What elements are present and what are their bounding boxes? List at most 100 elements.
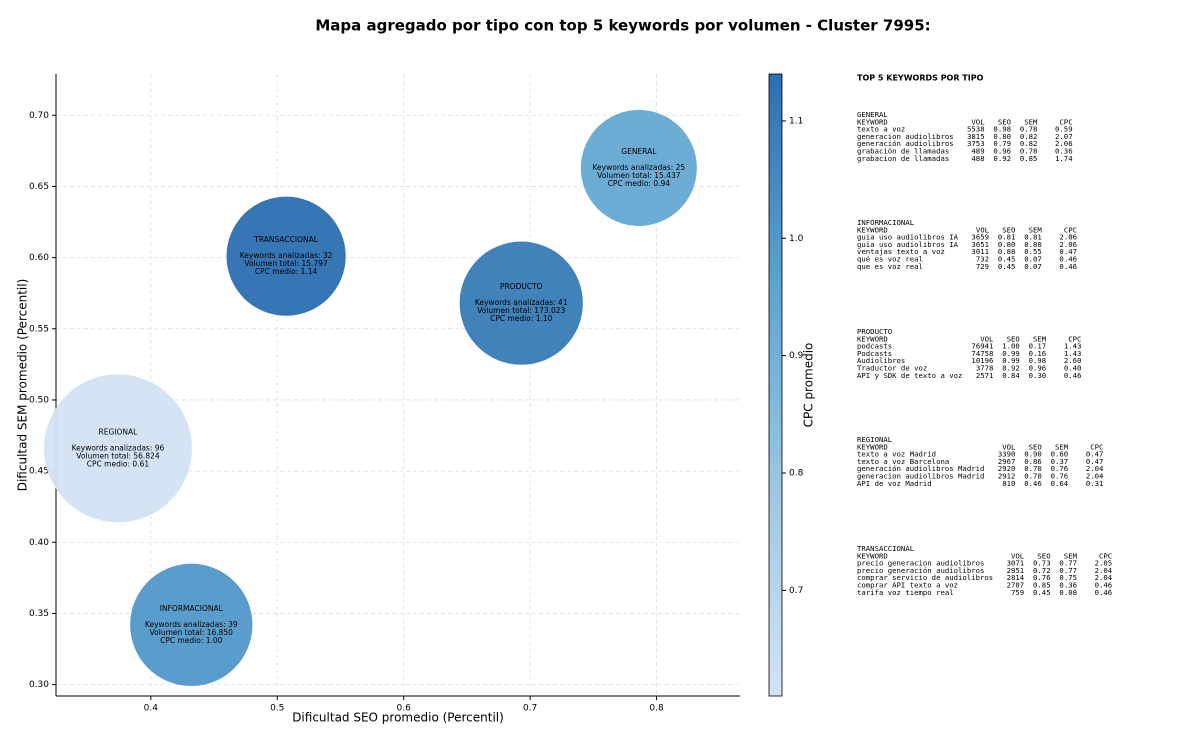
x-tick-label: 0.5: [270, 704, 284, 714]
table-cell: 0.07: [1024, 255, 1042, 264]
table-header: CPC: [1090, 442, 1103, 451]
table-header: CPC: [1099, 551, 1112, 560]
table-cell: 0.77: [1059, 559, 1077, 568]
table-cell: 0.85: [1033, 581, 1051, 590]
table-cell: 0.72: [1033, 566, 1051, 575]
table-cell: 0.47: [1086, 457, 1104, 466]
bubble-label: CPC medio: 1.14: [255, 267, 318, 276]
table-cell: texto a voz: [857, 125, 905, 134]
table-cell: tarifa voz tiempo real: [857, 588, 954, 597]
table-cell: 74758: [971, 349, 993, 358]
table-cell: 0.55: [1024, 247, 1042, 256]
table-cell: 0.82: [1020, 132, 1038, 141]
table-cell: 0.60: [1051, 450, 1069, 459]
table-header: VOL: [1002, 442, 1016, 451]
table-cell: 10196: [971, 356, 993, 365]
table-cell: 0.46: [1095, 581, 1113, 590]
table-cell: Traductor de voz: [857, 364, 927, 373]
table-cell: 76941: [971, 342, 993, 351]
table-cell: 0.99: [1002, 356, 1020, 365]
bubble-label: Keywords analizadas: 32: [240, 251, 333, 260]
table-cell: 0.80: [993, 132, 1011, 141]
table-cell: que es voz real: [857, 262, 923, 271]
table-cell: qué es voz real: [857, 255, 923, 264]
table-cell: 0.81: [998, 233, 1016, 242]
table-cell: 0.92: [1002, 364, 1020, 373]
table-header: SEM: [1024, 117, 1038, 126]
table-cell: 2.04: [1095, 566, 1113, 575]
table-cell: 2.05: [1095, 559, 1113, 568]
table-cell: 3815: [967, 132, 985, 141]
bubble-name: GENERAL: [621, 147, 657, 156]
table-header: SEO: [998, 117, 1011, 126]
group-name: PRODUCTO: [857, 327, 892, 336]
table-cell: 2.04: [1086, 464, 1104, 473]
group-name: REGIONAL: [857, 435, 893, 444]
table-header: VOL: [980, 334, 994, 343]
table-header: VOL: [976, 225, 990, 234]
table-cell: 3071: [1007, 559, 1025, 568]
y-tick-label: 0.30: [29, 680, 49, 690]
table-cell: 3753: [967, 139, 985, 148]
colorbar-tick-label: 0.9: [789, 351, 804, 361]
bubble-name: PRODUCTO: [500, 282, 543, 291]
bubble-label: Volumen total: 15.437: [597, 171, 681, 180]
table-cell: 0.98: [993, 125, 1011, 134]
x-tick-label: 0.8: [649, 704, 664, 714]
table-cell: 0.36: [1059, 581, 1077, 590]
bubble-label: Volumen total: 173.023: [477, 306, 565, 315]
y-axis-label: Dificultad SEM promedio (Percentil): [16, 279, 30, 492]
table-cell: 0.46: [1064, 371, 1082, 380]
y-tick-label: 0.70: [29, 111, 49, 121]
bubble-label: Keywords analizadas: 39: [145, 620, 238, 629]
table-cell: podcasts: [857, 342, 892, 351]
table-cell: 0.46: [1024, 479, 1042, 488]
y-tick-label: 0.55: [29, 324, 49, 334]
table-header: SEM: [1064, 551, 1078, 560]
table-header: SEM: [1029, 225, 1043, 234]
table-cell: texto a voz Barcelona: [857, 457, 949, 466]
table-header: CPC: [1068, 334, 1081, 343]
table-cell: 0.36: [1055, 147, 1073, 156]
table-cell: generacion audiolibros Madrid: [857, 472, 984, 481]
table-cell: 2707: [1007, 581, 1025, 590]
group-name: GENERAL: [857, 110, 888, 119]
bubble-label: CPC medio: 0.94: [608, 179, 671, 188]
colorbar-tick-label: 0.7: [789, 586, 803, 596]
y-tick-label: 0.40: [29, 538, 49, 548]
bubble-label: Volumen total: 16.850: [150, 628, 234, 637]
table-cell: API y SDK de texto a voz: [857, 371, 962, 380]
table-cell: 1.00: [1002, 342, 1020, 351]
table-cell: 2.06: [1059, 233, 1077, 242]
table-cell: 0.47: [1086, 450, 1104, 459]
table-header: SEM: [1055, 442, 1069, 451]
y-tick-label: 0.65: [29, 182, 49, 192]
x-tick-label: 0.4: [144, 704, 159, 714]
panel-title: TOP 5 KEYWORDS POR TIPO: [857, 74, 984, 83]
x-tick-label: 0.7: [523, 704, 537, 714]
table-cell: 810: [1002, 479, 1015, 488]
table-cell: 0.79: [993, 139, 1011, 148]
bubble-label: CPC medio: 1.00: [160, 636, 223, 645]
table-cell: grabacion de llamadas: [857, 154, 949, 163]
table-cell: 0.07: [1024, 262, 1042, 271]
y-tick-label: 0.60: [29, 253, 49, 263]
table-cell: 0.30: [1029, 371, 1047, 380]
table-cell: 2951: [1007, 566, 1025, 575]
table-cell: 0.80: [998, 240, 1016, 249]
table-cell: 0.99: [1002, 349, 1020, 358]
table-header: KEYWORD: [857, 551, 888, 560]
table-header: VOL: [971, 117, 985, 126]
table-cell: 1.43: [1064, 349, 1082, 358]
table-cell: ventajas texto a voz: [857, 247, 945, 256]
bubble-name: INFORMACIONAL: [160, 604, 224, 613]
group-name: TRANSACCIONAL: [857, 544, 915, 553]
table-cell: 0.98: [1029, 356, 1047, 365]
bubble-label: Volumen total: 56.824: [76, 451, 160, 460]
table-cell: 0.45: [998, 255, 1016, 264]
table-cell: 0.08: [1059, 588, 1077, 597]
table-header: SEO: [1029, 442, 1042, 451]
table-cell: 0.47: [1059, 247, 1077, 256]
colorbar-label: CPC promedio: [802, 343, 816, 428]
x-tick-label: 0.6: [397, 704, 412, 714]
